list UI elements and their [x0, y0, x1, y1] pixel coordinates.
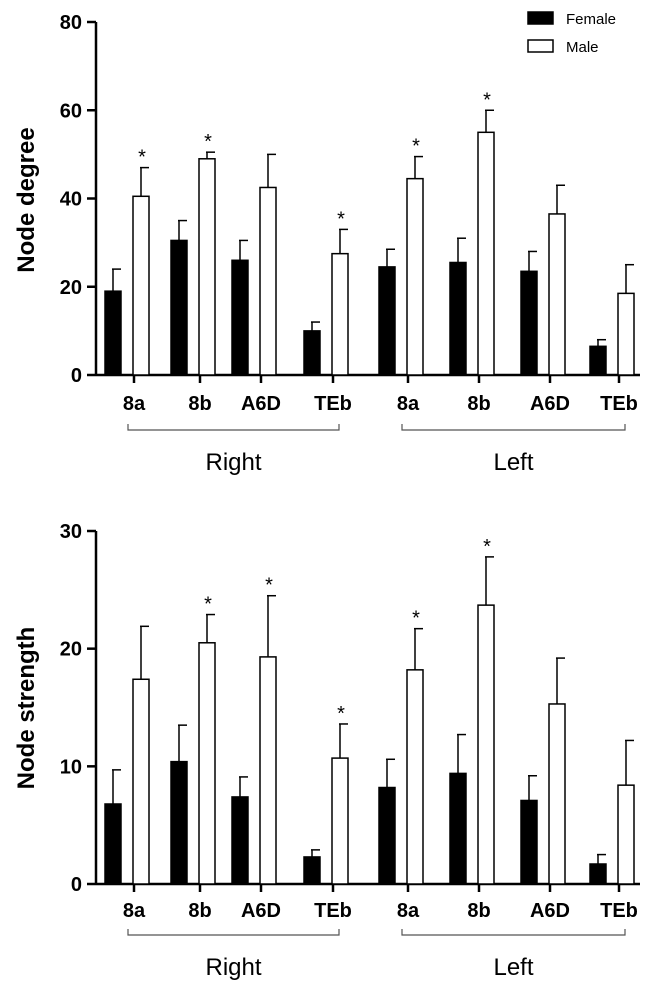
category-label: TEb [314, 900, 352, 922]
category-label: 8a [397, 900, 420, 922]
node-strength-chart: 0 10 20 30 Node strength 8a 8b A6D TEb 8a 8b A6D TEb… [13, 521, 640, 981]
bar-female [104, 290, 122, 376]
bar-female [170, 239, 188, 376]
category-label: TEb [314, 393, 352, 415]
group-label-left: Left [493, 954, 533, 981]
significance-star: * [265, 575, 273, 597]
bar-female [170, 760, 188, 885]
y-tick-label: 40 [60, 189, 82, 211]
legend: Female Male [527, 11, 616, 56]
bar-female [520, 799, 538, 885]
legend-label-male: Male [566, 39, 599, 56]
y-tick-label: 80 [60, 12, 82, 34]
bar-female [520, 270, 538, 376]
category-label: 8b [467, 900, 490, 922]
bar-female [449, 772, 467, 885]
bar-male [477, 131, 495, 376]
bar-male [132, 678, 150, 885]
group-bracket [401, 424, 626, 431]
node-degree-chart: 0 20 40 60 80 Node degree 8a 8b A6D TEb 8a 8b A6D TEb… [13, 12, 640, 476]
bar-female [231, 259, 249, 376]
group-label-right: Right [205, 449, 261, 476]
legend-swatch-male [527, 39, 554, 53]
significance-star: * [337, 208, 345, 230]
bar-male [331, 757, 349, 885]
category-label: A6D [241, 393, 281, 415]
bar-male [198, 642, 216, 885]
significance-star: * [412, 136, 420, 158]
bar-male [548, 213, 566, 376]
bar-female [303, 330, 321, 376]
bar-female [231, 796, 249, 885]
category-label: TEb [600, 900, 638, 922]
legend-label-female: Female [566, 11, 616, 28]
category-label: 8b [188, 393, 211, 415]
bar-female [449, 261, 467, 376]
bar-male [406, 669, 424, 885]
y-tick-label: 60 [60, 100, 82, 122]
y-tick-label: 0 [71, 365, 82, 387]
bar-male [259, 656, 277, 885]
significance-star: * [483, 536, 491, 558]
significance-star: * [204, 131, 212, 153]
category-label: A6D [530, 393, 570, 415]
y-axis-title: Node degree [13, 127, 40, 272]
group-bracket [401, 929, 626, 936]
bar-female [378, 266, 396, 376]
bar-male [331, 252, 349, 376]
bar-male [406, 177, 424, 376]
category-label: 8b [467, 393, 490, 415]
y-axis-title: Node strength [13, 627, 40, 790]
category-label: TEb [600, 393, 638, 415]
y-tick-label: 10 [60, 756, 82, 778]
group-label-left: Left [493, 449, 533, 476]
category-label: 8b [188, 900, 211, 922]
bar-male [548, 703, 566, 885]
y-tick-label: 30 [60, 521, 82, 543]
group-label-right: Right [205, 954, 261, 981]
bar-female [589, 345, 607, 376]
bar-female [589, 863, 607, 885]
bar-male [259, 186, 277, 376]
y-tick-label: 0 [71, 874, 82, 896]
bar-female [378, 786, 396, 885]
bar-male [198, 158, 216, 376]
significance-star: * [138, 147, 146, 169]
y-tick-label: 20 [60, 639, 82, 661]
legend-swatch-female [527, 11, 554, 25]
bar-male [617, 292, 635, 376]
bar-male [617, 784, 635, 885]
bar-male [477, 604, 495, 885]
category-label: 8a [397, 393, 420, 415]
significance-star: * [412, 608, 420, 630]
significance-star: * [204, 594, 212, 616]
category-label: 8a [123, 900, 146, 922]
category-label: A6D [241, 900, 281, 922]
group-bracket [127, 929, 340, 936]
bar-female [104, 803, 122, 885]
group-bracket [127, 424, 340, 431]
category-label: A6D [530, 900, 570, 922]
category-label: 8a [123, 393, 146, 415]
bar-male [132, 195, 150, 376]
bar-female [303, 856, 321, 885]
significance-star: * [337, 703, 345, 725]
significance-star: * [483, 89, 491, 111]
y-tick-label: 20 [60, 277, 82, 299]
